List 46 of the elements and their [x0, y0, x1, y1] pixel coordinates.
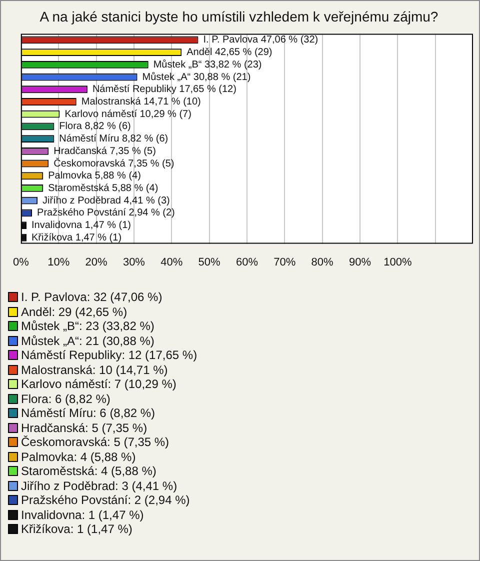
- category-label: Můstek „B“ 33,82 % (23): [153, 59, 262, 70]
- category-label: Hradčanská 7,35 % (5): [54, 146, 156, 157]
- category-label: Palmovka 5,88 % (4): [48, 170, 141, 182]
- text: Náměstí Míru: 6 (8,82 %): [21, 406, 156, 420]
- chart-title: A na jaké stanici byste ho umístili vzhledem k veřejnému zájmu?: [40, 8, 438, 24]
- x-tick-label: 20%: [85, 256, 108, 268]
- text: I. P. Pavlova: 32 (47,06 %): [21, 290, 162, 304]
- text: Palmovka: 4 (5,88 %): [21, 450, 136, 464]
- x-tick-label: 40%: [160, 256, 183, 268]
- text: Karlovo náměstí: 7 (10,29 %): [21, 377, 176, 392]
- x-tick-label: 70%: [274, 256, 296, 268]
- text: Můstek „B“: 23 (33,82 %): [21, 319, 154, 334]
- text: Náměstí Republiky: 12 (17,65 %): [21, 348, 198, 362]
- category-label: Českomoravská 7,35 % (5): [54, 158, 174, 170]
- x-tick-label: 60%: [236, 256, 258, 268]
- category-label: Náměstí Míru 8,82 % (6): [59, 134, 168, 145]
- text: Pražského Povstání: 2 (2,94 %): [21, 493, 190, 508]
- category-label: Křižíkova 1,47 % (1): [31, 232, 122, 244]
- category-label: Malostranská 14,71 % (10): [81, 96, 201, 108]
- category-label: Pražského Povstání 2,94 % (2): [37, 208, 175, 219]
- text: Hradčanská: 5 (7,35 %): [21, 420, 148, 435]
- x-tick-label: 90%: [348, 256, 372, 268]
- text: Invalidovna: 1 (1,47 %): [21, 508, 144, 522]
- text: Českomoravská: 5 (7,35 %): [21, 435, 170, 450]
- category-label: Staroměstská 5,88 % (4): [48, 182, 158, 194]
- category-label: Náměstí Republiky 17,65 % (12): [92, 84, 236, 96]
- category-label: Karlovo náměstí 10,29 % (7): [64, 108, 192, 120]
- text: Malostranská: 10 (14,71 %): [21, 362, 168, 377]
- text: Flora: 6 (8,82 %): [21, 392, 110, 406]
- text: Staroměstská: 4 (5,88 %): [21, 464, 156, 478]
- category-label: Můstek „A“ 30,88 % (21): [142, 72, 251, 83]
- x-tick-label: 10%: [48, 256, 70, 268]
- x-tick-label: 80%: [311, 256, 334, 268]
- x-tick-label: 0%: [12, 256, 30, 268]
- text: Můstek „A“: 21 (30,88 %): [21, 334, 154, 348]
- category-label: Invalidovna 1,47 % (1): [31, 220, 131, 232]
- text: Jiřího z Poděbrad: 3 (4,41 %): [21, 478, 178, 493]
- category-label: Jiřího z Poděbrad 4,41 % (3): [42, 195, 170, 206]
- x-tick-label: 100%: [384, 256, 412, 268]
- text: Anděl: 29 (42,65 %): [21, 304, 128, 319]
- category-label: I. P. Pavlova 47,06 % (32): [203, 34, 318, 46]
- category-label: Anděl 42,65 % (29): [186, 47, 272, 58]
- text: Křižíkova: 1 (1,47 %): [21, 522, 132, 536]
- category-label: Flora 8,82 % (6): [59, 121, 131, 132]
- x-tick-label: 50%: [198, 256, 221, 268]
- x-tick-label: 30%: [122, 256, 146, 268]
